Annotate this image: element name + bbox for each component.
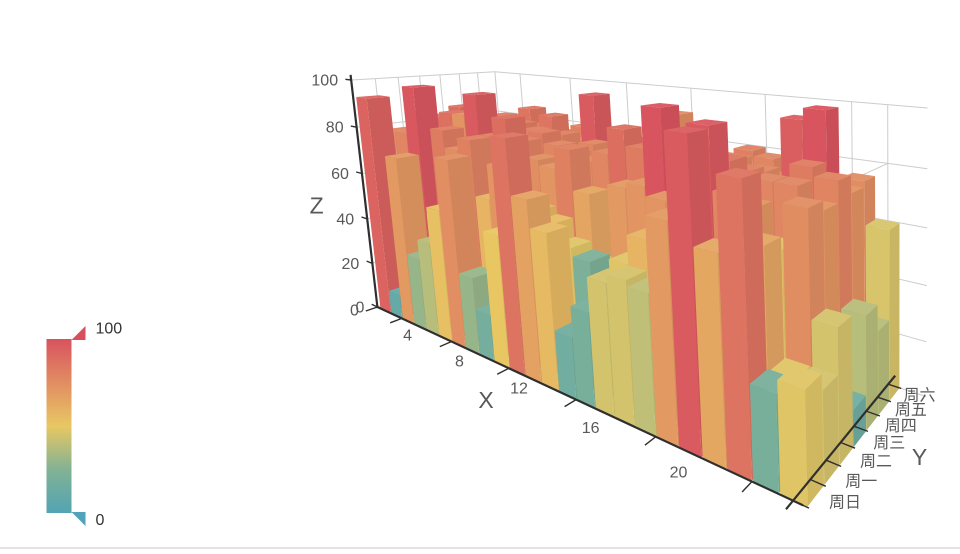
svg-text:16: 16 bbox=[582, 420, 600, 437]
svg-text:周四: 周四 bbox=[885, 418, 917, 435]
svg-text:0: 0 bbox=[96, 512, 105, 529]
svg-text:0: 0 bbox=[355, 300, 364, 317]
svg-text:100: 100 bbox=[96, 321, 123, 338]
svg-text:40: 40 bbox=[336, 211, 354, 228]
svg-text:Y: Y bbox=[912, 444, 927, 470]
svg-text:20: 20 bbox=[342, 256, 360, 273]
svg-text:8: 8 bbox=[455, 354, 464, 371]
svg-text:X: X bbox=[478, 387, 493, 413]
svg-text:周日: 周日 bbox=[829, 495, 861, 512]
svg-text:周三: 周三 bbox=[873, 435, 905, 452]
svg-text:20: 20 bbox=[670, 464, 688, 481]
svg-text:0: 0 bbox=[350, 303, 359, 320]
svg-text:60: 60 bbox=[331, 166, 349, 183]
svg-text:4: 4 bbox=[403, 328, 412, 345]
svg-text:周一: 周一 bbox=[845, 473, 877, 490]
svg-text:80: 80 bbox=[326, 120, 344, 137]
svg-text:周六: 周六 bbox=[903, 387, 935, 405]
svg-text:周二: 周二 bbox=[860, 454, 892, 471]
svg-text:12: 12 bbox=[510, 381, 528, 398]
svg-text:周五: 周五 bbox=[895, 402, 927, 419]
svg-text:100: 100 bbox=[311, 73, 338, 90]
svg-text:Z: Z bbox=[310, 193, 324, 219]
